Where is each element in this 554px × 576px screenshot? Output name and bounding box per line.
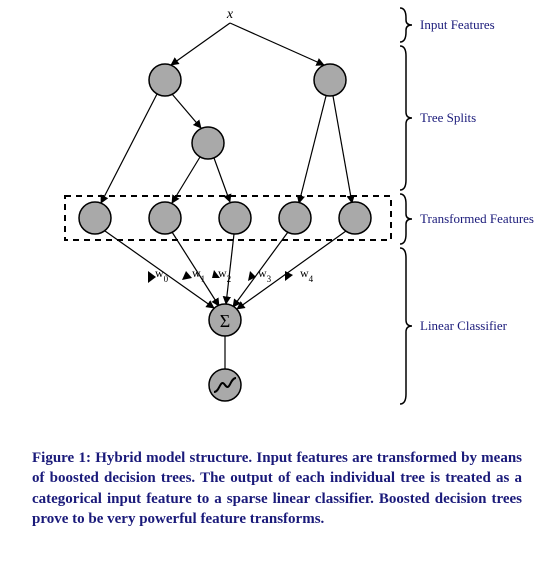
- input-label: x: [226, 7, 234, 22]
- w3-marker: [248, 271, 256, 281]
- brace-tree: [400, 46, 412, 190]
- brace-classifier: [400, 248, 412, 404]
- brace-transformed: [400, 194, 412, 244]
- edge-input-tree0: [171, 23, 230, 65]
- edge-tf2-sum: [226, 234, 234, 304]
- weight-label-2: w2: [218, 266, 231, 284]
- diagram-container: x w0 w1 w2 w3 w4 Σ Input Features: [0, 0, 554, 430]
- node-tree0-root: [149, 64, 181, 96]
- edge-t1-tf3: [299, 96, 326, 203]
- diagram-svg: x w0 w1 w2 w3 w4 Σ Input Features: [0, 0, 554, 430]
- label-linear-classifier: Linear Classifier: [420, 318, 508, 333]
- node-tf3: [279, 202, 311, 234]
- node-tree0-mid: [192, 127, 224, 159]
- caption-title: Hybrid model structure.: [95, 450, 252, 466]
- edge-input-tree1: [230, 23, 324, 65]
- node-tf0: [79, 202, 111, 234]
- edge-t1-tf4: [333, 96, 352, 203]
- weight-label-0: w0: [155, 266, 169, 284]
- edge-t0-mid: [172, 94, 201, 128]
- node-tf1: [149, 202, 181, 234]
- caption-number: Figure 1:: [32, 450, 91, 466]
- label-tree-splits: Tree Splits: [420, 110, 476, 125]
- brace-input: [400, 8, 412, 42]
- weight-label-1: w1: [192, 266, 205, 284]
- edge-tf4-sum: [237, 231, 346, 309]
- sum-symbol: Σ: [220, 311, 230, 331]
- figure-caption: Figure 1: Hybrid model structure. Input …: [32, 448, 522, 529]
- node-tf4: [339, 202, 371, 234]
- node-tree1-root: [314, 64, 346, 96]
- w1-marker: [182, 271, 192, 280]
- node-tf2: [219, 202, 251, 234]
- weight-label-4: w4: [300, 266, 314, 284]
- label-input-features: Input Features: [420, 17, 495, 32]
- label-transformed-features: Transformed Features: [420, 211, 534, 226]
- weight-label-3: w3: [258, 266, 272, 284]
- edge-t0-tf0: [101, 94, 157, 203]
